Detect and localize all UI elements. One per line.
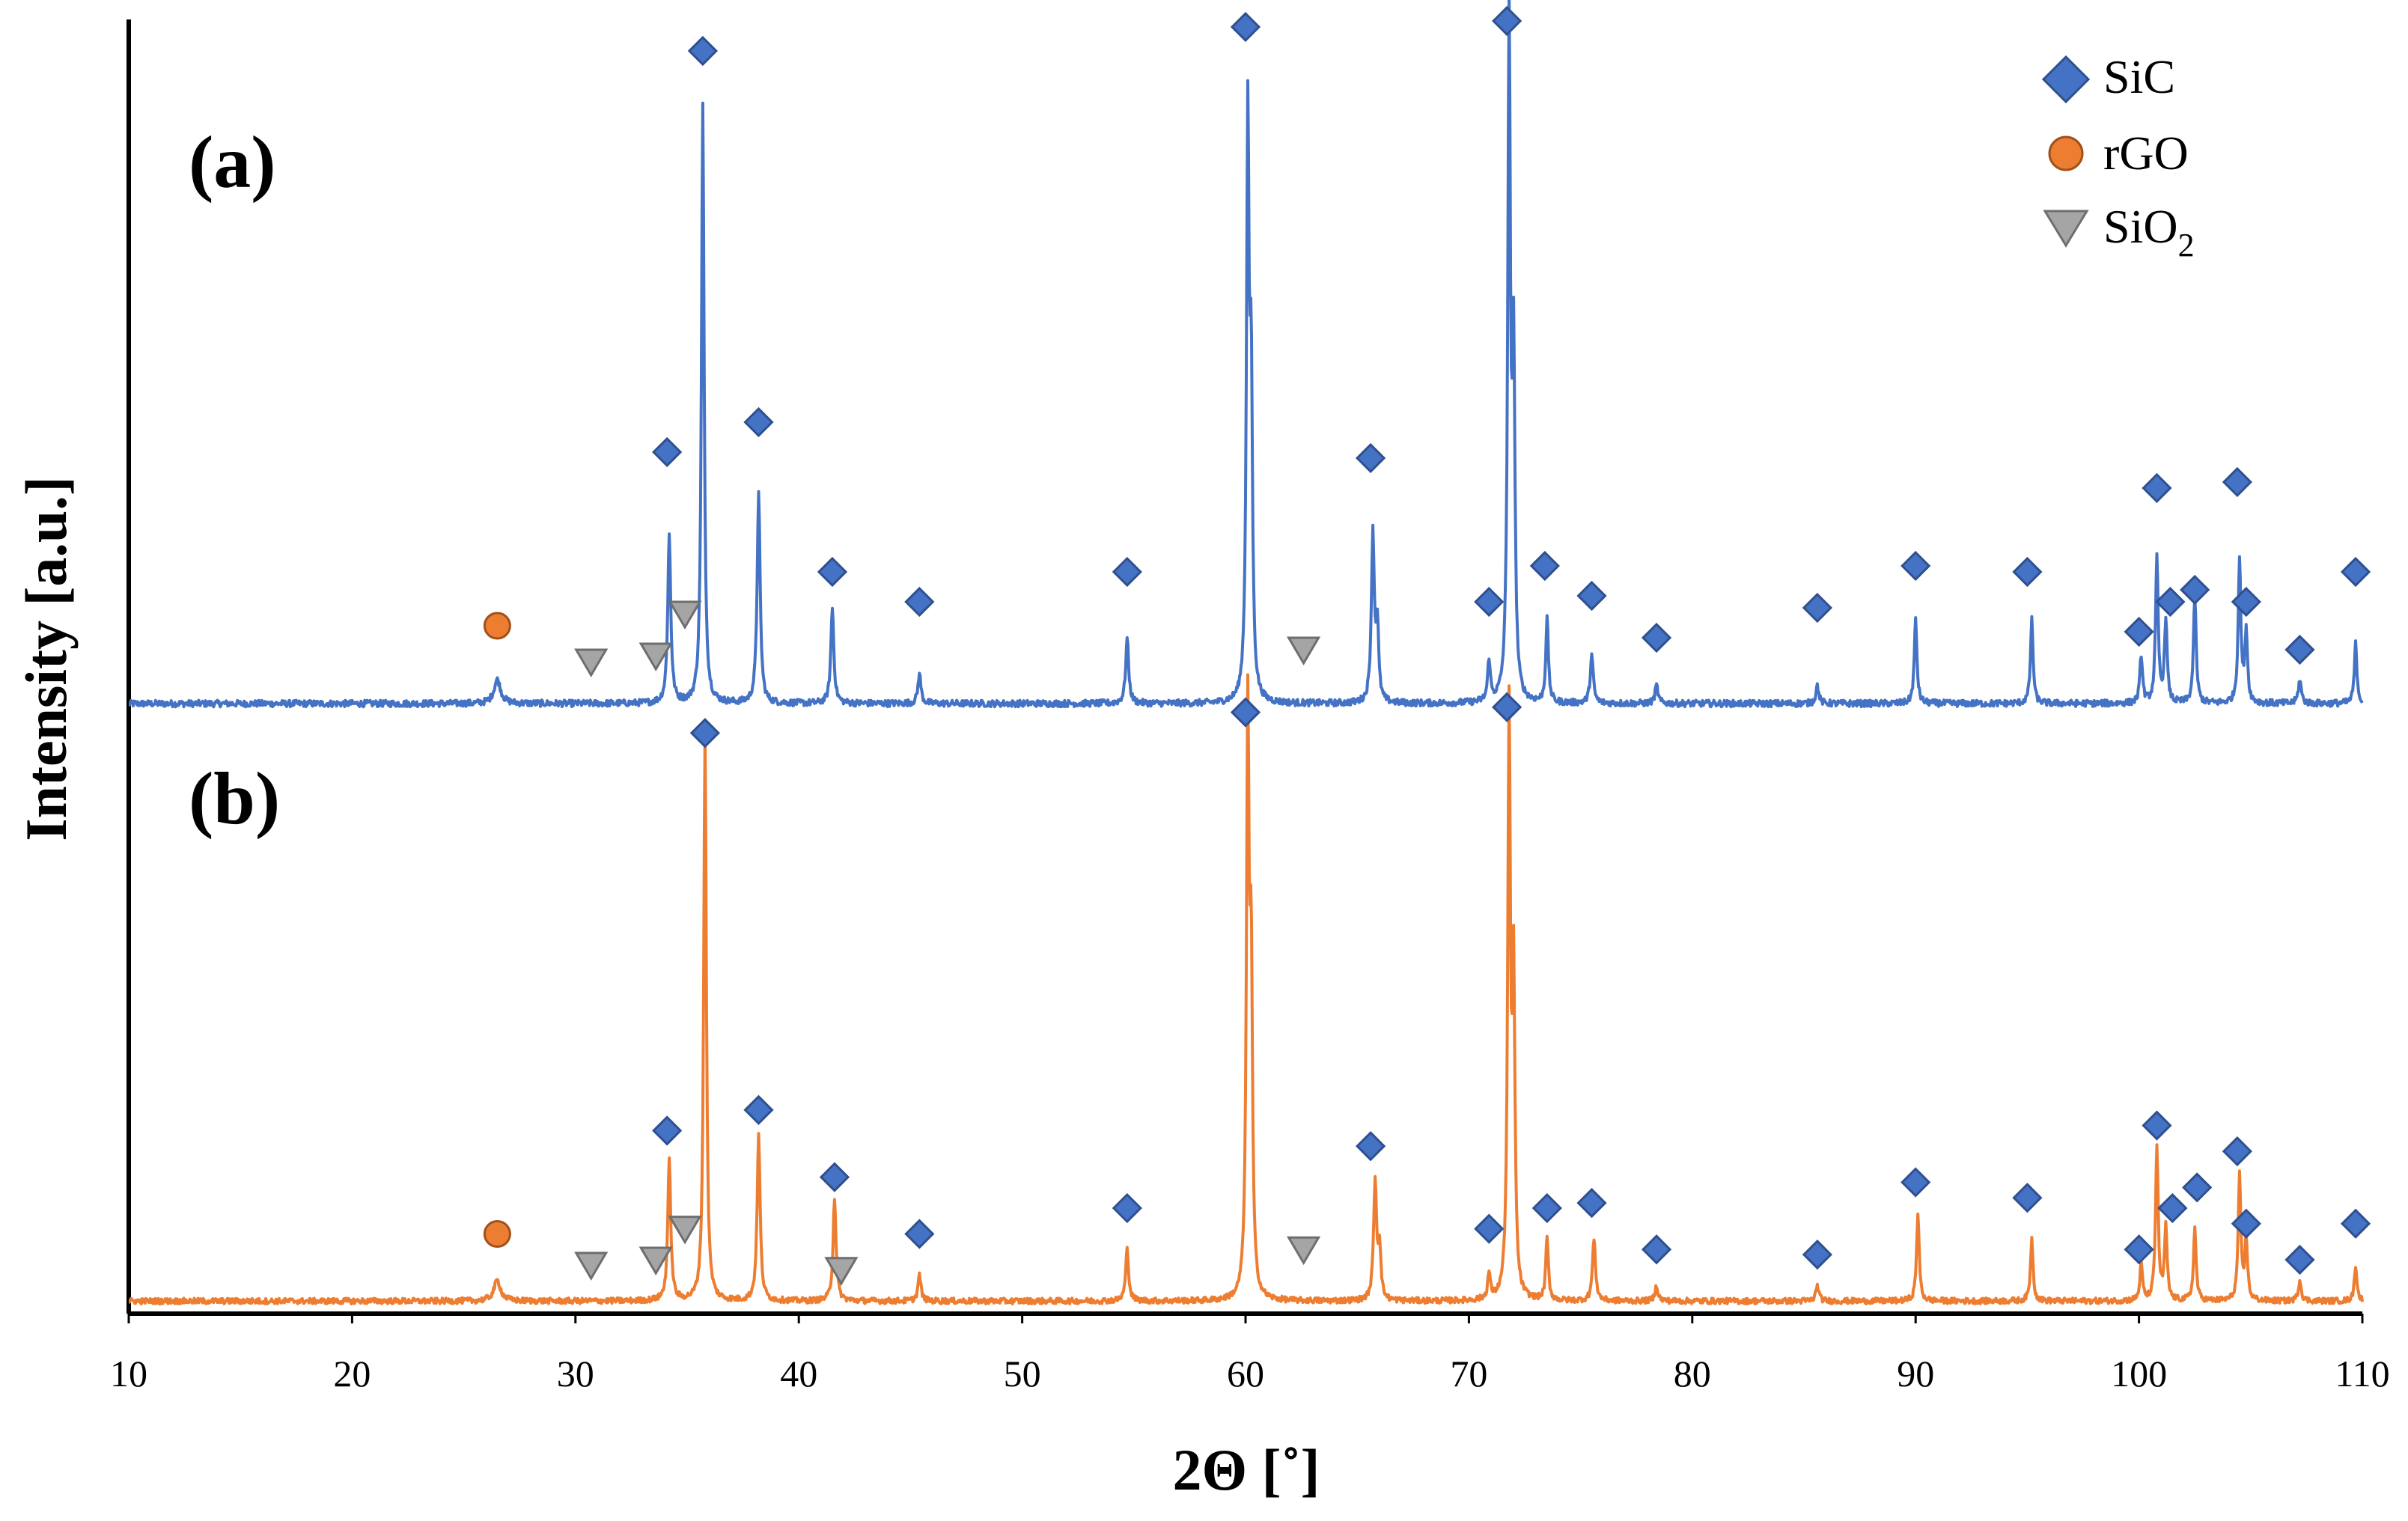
sio2-marker [638, 1246, 673, 1275]
sic-marker [2182, 1172, 2213, 1203]
sio2-marker [668, 600, 702, 630]
x-axis-title: 2Θ [˚] [1172, 1437, 1320, 1502]
legend-item-sio2: SiO2 [2043, 200, 2195, 263]
sic-marker [2180, 574, 2210, 606]
legend-item-sic: SiC [2041, 50, 2175, 104]
sic-marker [743, 1094, 774, 1126]
sic-marker [904, 586, 935, 618]
series-line-b [129, 673, 2364, 1305]
sic-marker [1355, 1131, 1386, 1162]
sic-marker [687, 35, 719, 67]
sic-marker [819, 1162, 850, 1192]
x-axis-ticks: 10 20 30 40 50 60 70 80 90 100 110 [110, 1314, 2390, 1394]
legend-label-sio2-base: SiO [2103, 200, 2178, 253]
x-tick-label: 60 [1227, 1353, 1264, 1394]
x-tick-label: 30 [557, 1353, 594, 1394]
series-line-a [129, 0, 2364, 709]
sic-marker [1492, 692, 1522, 722]
sic-marker [2222, 466, 2253, 498]
sic-marker [1112, 556, 1142, 588]
sic-marker [1641, 1234, 1672, 1265]
legend-item-rgo: rGO [2048, 127, 2189, 180]
sic-marker [2340, 556, 2371, 588]
sic-marker [2142, 472, 2172, 504]
sic-marker [1576, 1187, 1607, 1219]
peak-markers [483, 5, 2371, 1286]
sic-marker [904, 1219, 935, 1249]
sic-marker [1474, 586, 1505, 618]
sio2-marker [824, 1257, 859, 1286]
sic-marker [2284, 634, 2315, 665]
sio2-marker [668, 1216, 702, 1245]
legend-label-sio2-sub: 2 [2178, 227, 2195, 263]
legend-sic-diamond-icon [2041, 55, 2091, 104]
sic-marker [1112, 1192, 1142, 1224]
x-tick-label: 20 [333, 1353, 371, 1394]
legend: SiC rGO SiO2 [2041, 50, 2195, 263]
sic-marker [1531, 1192, 1562, 1224]
data-lines [129, 0, 2364, 1305]
sic-marker [1802, 1239, 1833, 1270]
legend-label-sio2: SiO2 [2103, 200, 2195, 263]
panel-label-b: (b) [189, 757, 280, 840]
x-tick-label: 90 [1897, 1353, 1934, 1394]
x-tick-label: 50 [1004, 1353, 1041, 1394]
sio2-marker [574, 648, 609, 677]
sio2-marker [574, 1252, 609, 1281]
sic-marker [2012, 1183, 2043, 1213]
sic-marker [2155, 586, 2186, 618]
sic-marker [2124, 1234, 2154, 1265]
x-tick-label: 70 [1450, 1353, 1487, 1394]
rgo-marker [483, 612, 511, 640]
legend-label-rgo: rGO [2103, 127, 2189, 180]
sic-marker [1901, 550, 1931, 582]
x-tick-label: 110 [2335, 1353, 2389, 1394]
sic-marker [689, 718, 720, 749]
sic-marker [2231, 586, 2261, 618]
sic-marker [2284, 1244, 2315, 1275]
legend-sio2-triangle-icon [2043, 210, 2089, 248]
sic-marker [2142, 1110, 2172, 1141]
rgo-marker [483, 1220, 511, 1248]
sic-marker [1230, 11, 1261, 43]
x-tick-label: 10 [110, 1353, 147, 1394]
sio2-marker [1286, 636, 1321, 665]
sic-marker [1529, 550, 1560, 582]
sic-marker [652, 1115, 683, 1146]
panel-label-a: (a) [189, 121, 276, 204]
sio2-marker [1286, 1236, 1321, 1266]
sic-marker [817, 556, 848, 588]
sic-marker [1901, 1167, 1931, 1198]
legend-rgo-circle-icon [2048, 135, 2084, 171]
sic-marker [1576, 580, 1607, 612]
sic-marker [1641, 622, 1672, 653]
sic-marker [1492, 5, 1522, 37]
sic-marker [652, 436, 683, 468]
sic-marker [743, 406, 774, 438]
sio2-marker [638, 642, 673, 671]
legend-label-sic: SiC [2103, 50, 2175, 103]
sic-marker [2231, 1208, 2261, 1239]
x-tick-label: 100 [2111, 1353, 2167, 1394]
x-tick-label: 40 [780, 1353, 817, 1394]
sic-marker [2012, 556, 2043, 588]
sic-marker [2222, 1136, 2253, 1167]
sic-marker [1230, 697, 1261, 728]
y-axis-title: Intensity [a.u.] [13, 476, 79, 841]
sic-marker [2340, 1208, 2371, 1239]
sic-marker [2124, 616, 2154, 647]
sic-marker [1474, 1213, 1505, 1244]
sic-marker [2157, 1192, 2188, 1224]
x-tick-label: 80 [1674, 1353, 1711, 1394]
sic-marker [1802, 592, 1833, 624]
sic-marker [1355, 442, 1386, 474]
